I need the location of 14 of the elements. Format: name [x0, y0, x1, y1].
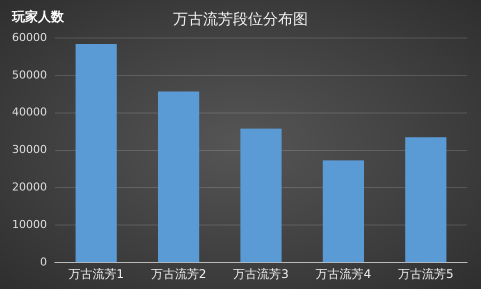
x-tick-label: 万古流芳2 — [150, 266, 206, 281]
x-tick-label: 万古流芳1 — [68, 266, 124, 281]
y-tick-label: 10000 — [12, 218, 47, 232]
x-tick-label: 万古流芳3 — [233, 266, 289, 281]
x-tick-label: 万古流芳5 — [398, 266, 454, 281]
y-tick-label: 0 — [40, 255, 47, 268]
y-tick-label: 30000 — [12, 143, 47, 156]
y-axis-title: 玩家人数 — [12, 8, 64, 26]
chart-title: 万古流芳段位分布图 — [173, 10, 308, 28]
y-tick-label: 60000 — [12, 30, 47, 44]
y-tick-label: 20000 — [12, 180, 47, 194]
y-tick-label: 40000 — [12, 106, 47, 119]
x-tick-label: 万古流芳4 — [316, 266, 372, 281]
y-tick-label: 50000 — [12, 68, 47, 82]
